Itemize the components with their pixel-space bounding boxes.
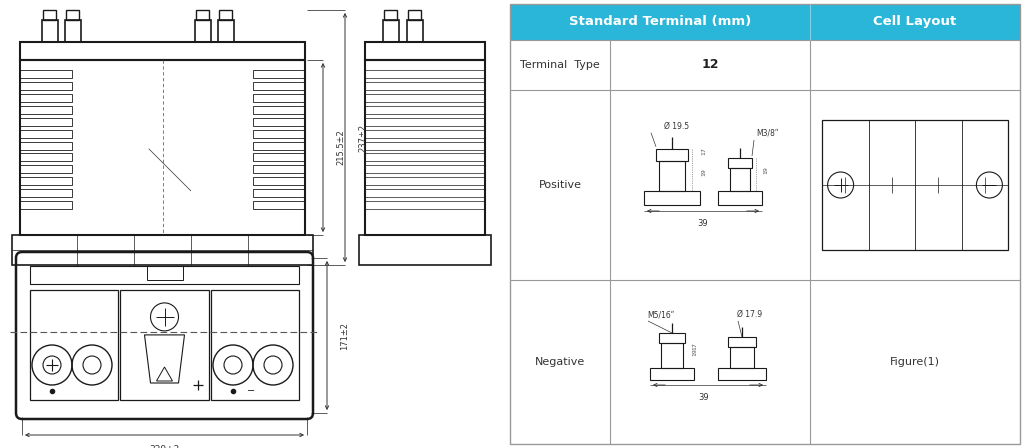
Text: 237±2: 237±2 [358, 124, 368, 151]
Bar [20, 142, 72, 150]
Bar [20, 42, 305, 60]
Text: Cell Layout: Cell Layout [873, 16, 956, 29]
Text: Negative: Negative [535, 357, 585, 367]
Bar [365, 129, 485, 138]
Bar [510, 4, 1020, 444]
Bar [20, 82, 72, 90]
Text: M3/8ʺ: M3/8ʺ [756, 129, 778, 138]
Text: Ø 17.9: Ø 17.9 [737, 310, 762, 319]
Bar [730, 347, 754, 368]
Bar [730, 168, 750, 191]
Bar [196, 10, 209, 20]
Bar [20, 70, 72, 78]
Bar [253, 142, 305, 150]
Bar [20, 106, 72, 114]
Bar [659, 161, 685, 191]
Text: Ø 19.5: Ø 19.5 [664, 122, 689, 131]
Bar [195, 20, 211, 42]
Text: 39: 39 [697, 219, 709, 228]
Bar [728, 158, 752, 168]
Bar [822, 120, 1008, 250]
Bar [20, 165, 72, 173]
Text: 12: 12 [701, 59, 719, 72]
Bar [12, 235, 313, 265]
Bar [650, 368, 694, 380]
Bar [718, 368, 766, 380]
Bar [365, 94, 485, 102]
Bar [365, 118, 485, 126]
Text: M5/16ʺ: M5/16ʺ [647, 310, 674, 319]
Bar [120, 290, 209, 400]
Text: 329±2: 329±2 [150, 444, 179, 448]
Bar [383, 20, 399, 42]
Bar [30, 290, 118, 400]
Bar [20, 118, 72, 126]
Bar [253, 94, 305, 102]
Bar [43, 10, 56, 20]
Bar [42, 20, 58, 42]
Bar [365, 154, 485, 161]
Bar [253, 70, 305, 78]
Text: 215.5±2: 215.5±2 [337, 129, 345, 165]
Bar [253, 82, 305, 90]
Bar [662, 343, 683, 368]
Bar [146, 266, 182, 280]
Bar [365, 82, 485, 90]
Bar [365, 60, 485, 235]
Bar [810, 4, 1020, 40]
Bar [365, 177, 485, 185]
Bar [407, 20, 423, 42]
Text: −: − [247, 386, 255, 396]
Bar [65, 20, 81, 42]
Bar [253, 118, 305, 126]
Bar [365, 106, 485, 114]
Bar [211, 290, 299, 400]
Bar [408, 10, 421, 20]
Bar [359, 235, 490, 265]
Text: Figure(1): Figure(1) [890, 357, 940, 367]
Bar [20, 129, 72, 138]
Bar [253, 189, 305, 197]
Bar [365, 42, 485, 60]
Bar [30, 266, 299, 284]
Text: 171±2: 171±2 [341, 322, 349, 349]
Bar [365, 201, 485, 209]
Text: 17: 17 [692, 343, 697, 350]
Text: Standard Terminal (mm): Standard Terminal (mm) [569, 16, 752, 29]
Bar [219, 10, 232, 20]
Bar [253, 201, 305, 209]
Text: Positive: Positive [539, 180, 582, 190]
Bar [253, 106, 305, 114]
Bar [20, 201, 72, 209]
Bar [253, 129, 305, 138]
Bar [384, 10, 397, 20]
Bar [253, 154, 305, 161]
Bar [365, 189, 485, 197]
Bar [20, 177, 72, 185]
Bar [365, 70, 485, 78]
Bar [644, 191, 700, 205]
Bar [659, 333, 685, 343]
Bar [20, 94, 72, 102]
Bar [20, 60, 305, 235]
Text: Terminal  Type: Terminal Type [520, 60, 600, 70]
Text: 19: 19 [764, 167, 768, 175]
Bar [728, 337, 756, 347]
Bar [20, 189, 72, 197]
Bar [66, 10, 79, 20]
Bar [253, 177, 305, 185]
Bar [20, 154, 72, 161]
Bar [718, 191, 762, 205]
Text: 39: 39 [698, 392, 710, 401]
Bar [365, 165, 485, 173]
Text: 17: 17 [701, 147, 707, 155]
Bar [510, 4, 810, 40]
Bar [253, 165, 305, 173]
Bar [218, 20, 234, 42]
Bar [656, 149, 688, 161]
Bar [365, 142, 485, 150]
Text: 19: 19 [701, 168, 707, 176]
Text: 19: 19 [692, 348, 697, 356]
